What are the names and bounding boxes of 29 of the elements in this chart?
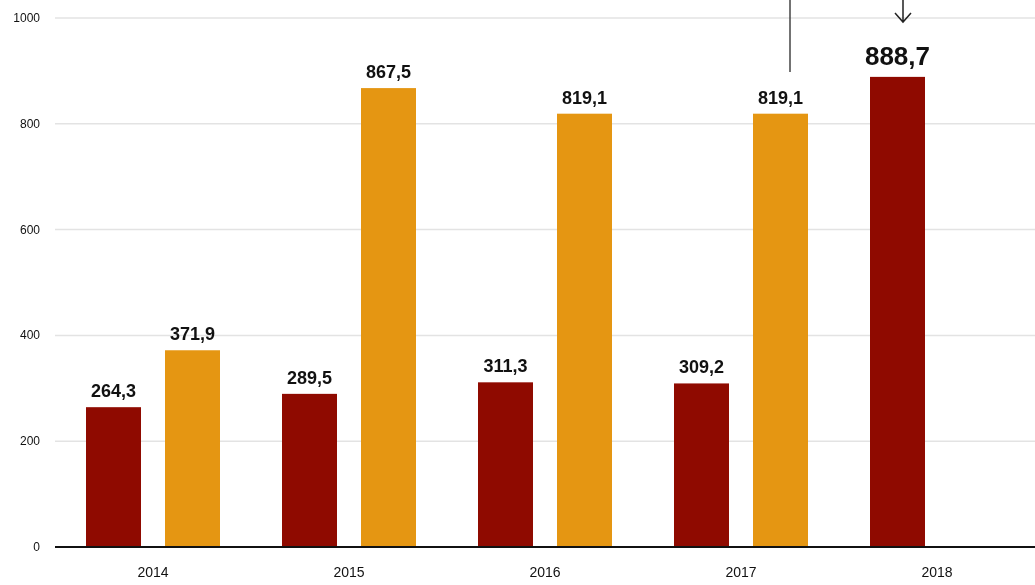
y-tick-label: 800 [19, 116, 41, 131]
y-tick-label: 400 [19, 328, 41, 343]
y-tick-label: 200 [19, 434, 41, 449]
data-label: 888,7 [864, 40, 931, 71]
x-tick-label: 2015 [333, 564, 365, 580]
y-tick-label: 0 [33, 540, 41, 554]
x-tick-label: 2016 [529, 564, 561, 580]
bar [282, 393, 337, 547]
data-label: 819,1 [757, 87, 804, 108]
bar [361, 88, 416, 547]
x-tick-label: 2017 [725, 564, 757, 580]
x-tick-label: 2018 [921, 564, 953, 580]
data-label: 311,3 [483, 356, 528, 377]
x-tick-label: 2014 [137, 564, 169, 580]
data-label: 867,5 [365, 62, 412, 83]
data-label: 264,3 [90, 381, 137, 402]
bar [557, 113, 612, 547]
data-label: 289,5 [286, 367, 333, 388]
data-label: 819,1 [561, 87, 608, 108]
data-label: 309,2 [678, 357, 725, 378]
bar [870, 76, 925, 547]
bar [478, 382, 533, 547]
y-tick-label: 600 [19, 222, 41, 237]
bar [674, 383, 729, 547]
bar [86, 407, 141, 547]
bar [753, 113, 808, 547]
data-label: 371,9 [169, 324, 216, 345]
bar [165, 350, 220, 547]
y-tick-label: 1000 [13, 11, 41, 25]
